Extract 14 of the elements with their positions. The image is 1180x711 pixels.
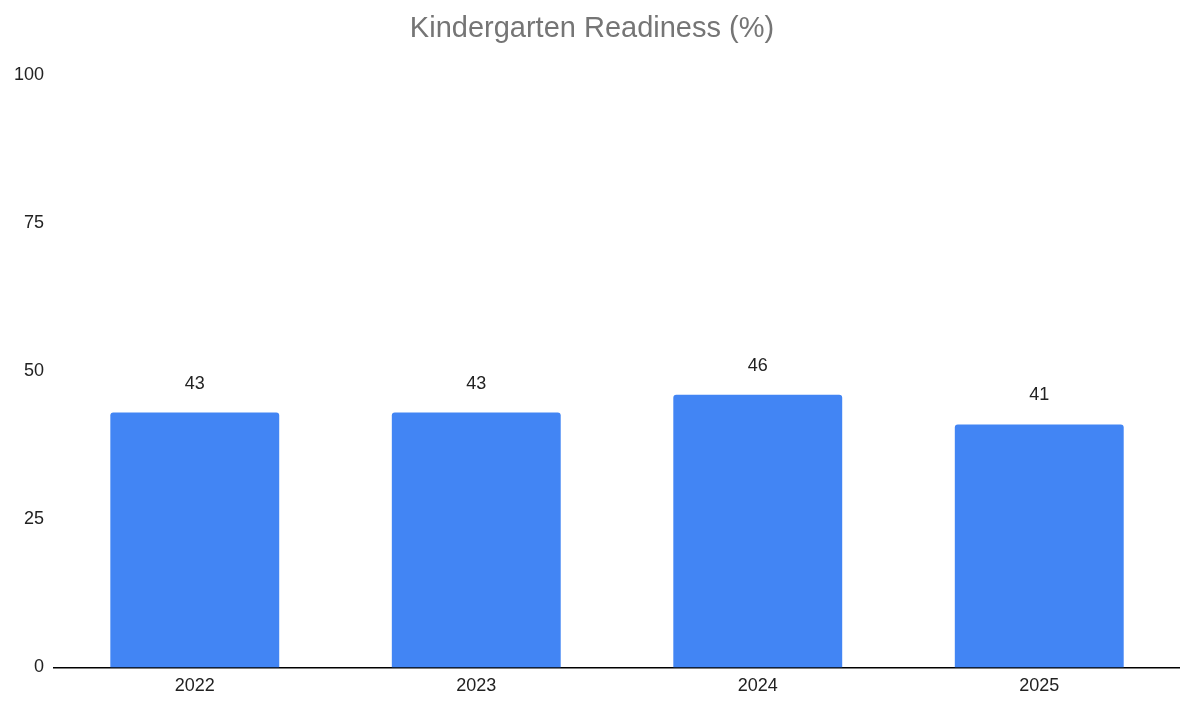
x-tick-label: 2025 bbox=[1019, 675, 1060, 696]
x-tick-label: 2024 bbox=[737, 675, 778, 696]
x-tick-label: 2023 bbox=[456, 675, 497, 696]
y-tick-label: 50 bbox=[24, 360, 45, 381]
chart-title: Kindergarten Readiness (%) bbox=[409, 11, 775, 44]
y-tick-label: 25 bbox=[24, 508, 45, 529]
data-label: 41 bbox=[1029, 384, 1050, 405]
y-tick-label: 100 bbox=[13, 63, 45, 84]
data-label: 46 bbox=[747, 354, 768, 375]
data-label: 43 bbox=[184, 372, 205, 393]
x-tick-label: 2022 bbox=[174, 675, 215, 696]
y-tick-label: 0 bbox=[34, 656, 45, 677]
y-tick-label: 75 bbox=[24, 211, 45, 232]
data-label: 43 bbox=[466, 372, 487, 393]
